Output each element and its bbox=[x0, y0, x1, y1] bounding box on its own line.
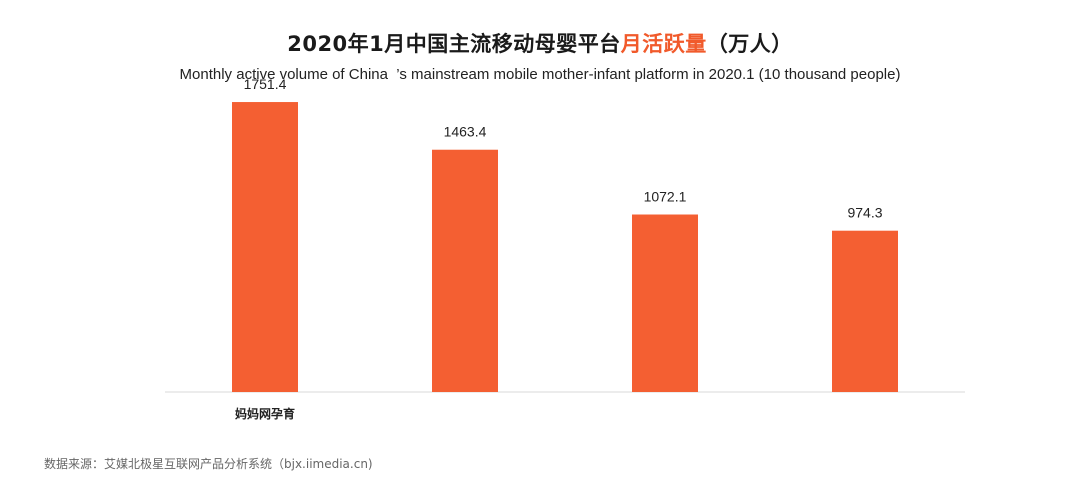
bar bbox=[632, 214, 698, 392]
data-label: 1463.4 bbox=[444, 124, 487, 140]
chart-title-suffix: （万人） bbox=[706, 32, 793, 56]
chart-subtitle: Monthly active volume of China ’s mainst… bbox=[179, 66, 901, 83]
bar bbox=[832, 230, 898, 392]
data-label: 974.3 bbox=[847, 205, 882, 221]
data-label: 1751.4 bbox=[244, 76, 287, 92]
chart-title-accent: 月活跃量 bbox=[620, 32, 707, 56]
source-note: 数据来源：艾媒北极星互联网产品分析系统（bjx.iimedia.cn) bbox=[44, 457, 373, 471]
data-label: 1072.1 bbox=[644, 189, 687, 205]
chart-title-main: 2020年1月中国主流移动母婴平台 bbox=[287, 32, 621, 56]
chart-title: 2020年1月中国主流移动母婴平台月活跃量（万人） bbox=[0, 28, 1080, 58]
bar bbox=[232, 102, 298, 393]
bar bbox=[432, 149, 498, 392]
chart-header: 2020年1月中国主流移动母婴平台月活跃量（万人） Monthly active… bbox=[0, 28, 1080, 83]
category-label: 妈妈网孕育 bbox=[235, 406, 295, 421]
